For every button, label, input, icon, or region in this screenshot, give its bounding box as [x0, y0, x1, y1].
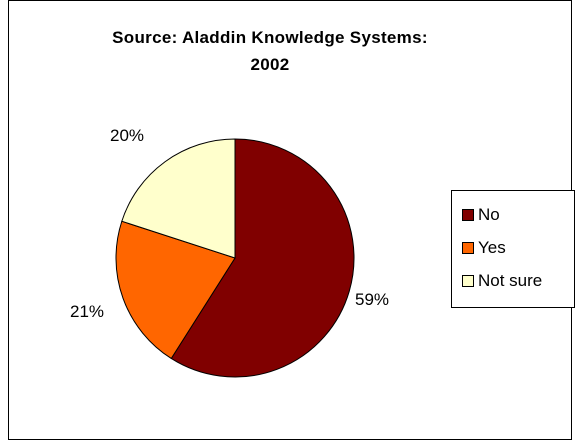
legend-label-no: No	[478, 205, 500, 224]
pie-slice-yes	[115, 220, 236, 360]
chart-title-line-2: 2002	[250, 55, 290, 74]
slice-label-no: 59%	[355, 290, 390, 309]
legend-item-yes: Yes	[462, 237, 506, 259]
pie-slice-not-sure	[121, 138, 236, 259]
chart-title-line-1: Source: Aladdin Knowledge Systems:	[112, 28, 428, 47]
pie-slice-no	[170, 138, 355, 378]
legend-item-no: No	[462, 204, 500, 226]
legend-swatch-not-sure	[462, 275, 474, 287]
slice-label-not-sure: 20%	[110, 126, 145, 145]
legend-item-not-sure: Not sure	[462, 270, 542, 292]
legend-swatch-no	[462, 209, 474, 221]
legend: No Yes Not sure	[451, 190, 575, 308]
legend-label-yes: Yes	[478, 238, 506, 257]
legend-swatch-yes	[462, 242, 474, 254]
slice-label-yes: 21%	[70, 302, 105, 321]
legend-label-not-sure: Not sure	[478, 271, 543, 290]
chart-title: Source: Aladdin Knowledge Systems: 2002	[40, 24, 500, 78]
